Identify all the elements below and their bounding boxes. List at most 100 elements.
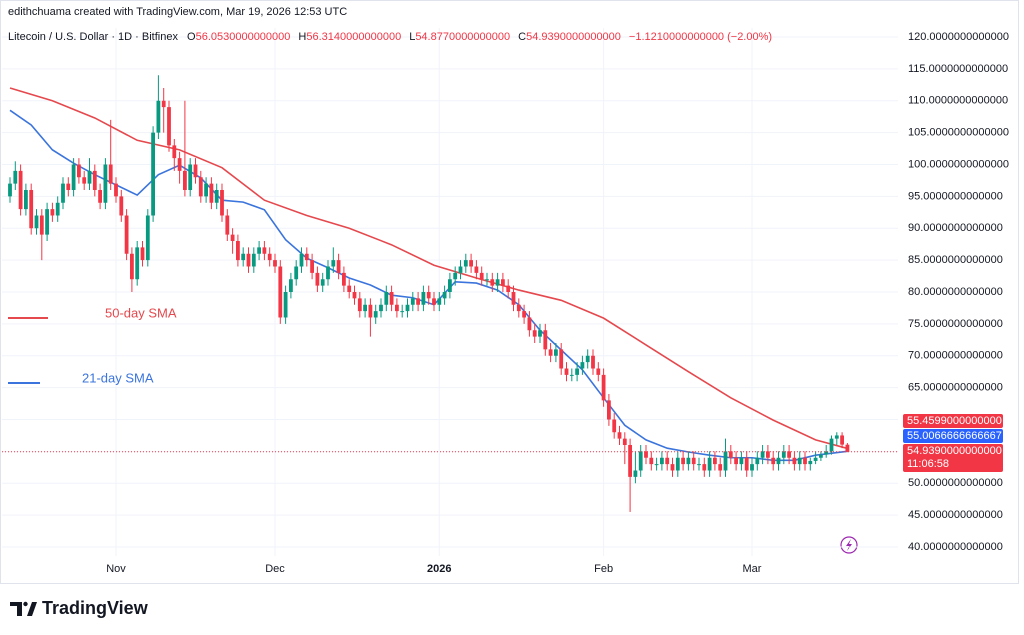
candle-body xyxy=(840,435,844,445)
candle-body xyxy=(527,317,532,331)
candle-body xyxy=(834,435,839,439)
x-tick-label: Feb xyxy=(594,563,613,575)
candle-body xyxy=(819,454,823,458)
candle-body xyxy=(580,362,585,369)
candle-body xyxy=(416,298,420,305)
candle-body xyxy=(405,304,410,312)
y-tick-label: 45.0000000000000 xyxy=(908,509,1003,521)
candle-body xyxy=(39,215,44,235)
candle-body xyxy=(13,170,18,184)
x-tick-label: Nov xyxy=(106,563,126,575)
candle-body xyxy=(649,457,654,465)
candle-body xyxy=(167,107,171,146)
candle-body xyxy=(289,279,293,292)
candle-body xyxy=(315,272,320,286)
candle-body xyxy=(532,330,537,337)
candle-body xyxy=(135,247,140,280)
y-tick-label: 75.0000000000000 xyxy=(908,318,1003,330)
candle-body xyxy=(675,457,680,471)
candle-body xyxy=(697,464,701,466)
candle-body xyxy=(474,266,479,273)
candle-body xyxy=(781,451,786,458)
candle-body xyxy=(755,457,760,465)
y-tick-label: 100.0000000000000 xyxy=(908,158,1009,170)
candle-body xyxy=(766,451,770,458)
candle-body xyxy=(728,451,733,458)
candle-body xyxy=(824,451,829,455)
candle-body xyxy=(119,196,124,216)
logo-glyph xyxy=(27,602,37,616)
candle-body xyxy=(569,374,574,376)
candle-body xyxy=(644,451,648,458)
frame xyxy=(0,0,1019,584)
x-tick-label: Mar xyxy=(743,563,762,575)
candle-body xyxy=(734,457,738,465)
y-tick-label: 120.0000000000000 xyxy=(908,31,1009,43)
candle-body xyxy=(479,272,484,280)
candle-body xyxy=(421,292,426,305)
candle-body xyxy=(61,183,65,203)
candle-body xyxy=(389,292,394,305)
candle-body xyxy=(702,464,707,471)
candle-body xyxy=(617,432,622,439)
candle-body xyxy=(363,304,367,312)
candle-body xyxy=(792,457,797,465)
candle-body xyxy=(204,183,208,197)
event-icon[interactable] xyxy=(840,536,858,554)
candle-body xyxy=(723,451,728,471)
candle-body xyxy=(220,190,224,216)
logo-glyph xyxy=(23,601,28,607)
candle-body xyxy=(686,457,691,465)
candle-body xyxy=(310,260,314,273)
candle-body xyxy=(103,164,108,203)
candle-body xyxy=(601,374,606,401)
candle-body xyxy=(490,279,495,286)
candle-body xyxy=(400,311,405,313)
candle-body xyxy=(829,438,834,452)
candle-body xyxy=(463,260,468,267)
candles xyxy=(8,75,850,512)
candle-body xyxy=(347,285,352,292)
sma-line xyxy=(9,109,848,462)
y-tick-label: 65.0000000000000 xyxy=(908,382,1003,394)
candle-body xyxy=(612,419,617,433)
candle-body xyxy=(225,215,230,235)
candle-body xyxy=(342,272,346,286)
candle-body xyxy=(98,190,102,203)
y-tick-label: 40.0000000000000 xyxy=(908,541,1003,553)
candle-body xyxy=(750,464,754,471)
candle-body xyxy=(771,457,776,465)
candle-body xyxy=(24,190,28,210)
candle-body xyxy=(172,145,177,159)
logo-glyph xyxy=(10,602,22,616)
candle-body xyxy=(352,292,357,299)
ohlc-value: 56.0530000000000 xyxy=(195,31,291,43)
candle-body xyxy=(426,292,431,299)
candle-body xyxy=(77,164,81,178)
candle-body xyxy=(495,279,500,286)
candle-body xyxy=(273,260,277,267)
candle-body xyxy=(739,457,744,465)
candle-body xyxy=(607,400,611,420)
candle-body xyxy=(156,100,161,133)
y-tick-label: 110.0000000000000 xyxy=(908,95,1008,107)
candle-body xyxy=(813,457,818,461)
candle-body xyxy=(130,253,134,280)
candle-body xyxy=(808,460,813,465)
candle-body xyxy=(66,183,71,190)
candle-body xyxy=(384,292,389,305)
candle-body xyxy=(713,457,717,465)
y-tick-label: 95.0000000000000 xyxy=(908,190,1003,202)
candle-body xyxy=(124,215,129,254)
candle-body xyxy=(198,177,203,197)
candle-body xyxy=(410,298,415,305)
candle-body xyxy=(395,304,399,312)
candle-body xyxy=(188,164,193,190)
credit: edithchuama created with TradingView.com… xyxy=(8,6,348,18)
candle-body xyxy=(585,355,590,363)
candle-body xyxy=(633,470,638,477)
candle-body xyxy=(787,451,791,458)
x-tick-label: 2026 xyxy=(427,563,451,575)
candle-body xyxy=(622,438,627,445)
